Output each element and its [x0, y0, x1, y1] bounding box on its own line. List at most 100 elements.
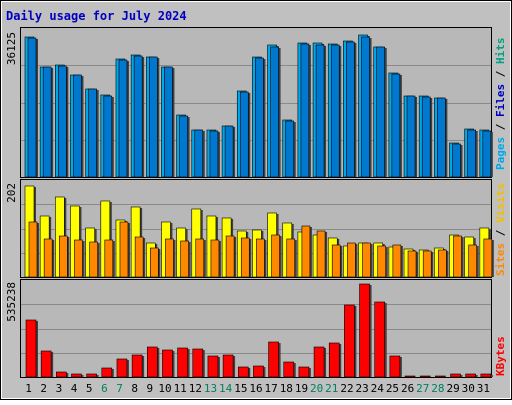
legend-pages: Pages	[494, 137, 507, 170]
x-tick-label-day-3: 3	[56, 382, 63, 395]
bar-sites-day-28	[438, 249, 447, 278]
bar-files-day-23	[361, 36, 370, 178]
bar-sites-day-20	[316, 230, 326, 278]
bar-files-day-4	[73, 74, 82, 178]
bar-files-day-25	[391, 73, 401, 178]
bar-files-day-7	[118, 59, 128, 178]
x-tick-label-day-2: 2	[40, 382, 47, 395]
x-tick-label-day-28: 28	[431, 382, 444, 395]
x-tick-label-day-15: 15	[234, 382, 247, 395]
bar-kbytes-day-1	[25, 319, 37, 378]
bar-kbytes-day-24	[374, 301, 386, 378]
bar-kbytes-day-27	[419, 375, 431, 378]
x-tick-label-day-8: 8	[131, 382, 138, 395]
bar-kbytes-day-14	[222, 354, 234, 378]
bar-files-day-26	[406, 95, 416, 178]
bar-files-day-17	[270, 46, 279, 178]
legend-files: Files	[494, 84, 507, 117]
bar-kbytes-day-20	[313, 346, 325, 378]
bar-files-day-12	[194, 129, 204, 178]
bar-files-day-1	[27, 37, 37, 178]
panel-kbytes-bg	[20, 279, 492, 378]
chart-title: Daily usage for July 2024	[6, 9, 187, 23]
bar-kbytes-day-18	[283, 361, 295, 378]
bar-sites-day-23	[362, 242, 371, 278]
bar-sites-day-6	[104, 239, 114, 278]
bar-kbytes-day-15	[237, 366, 249, 378]
bar-sites-day-24	[377, 245, 387, 278]
bar-files-day-13	[209, 130, 219, 178]
bar-files-day-10	[164, 66, 173, 178]
kbytes-max-label: 535238	[5, 282, 18, 322]
bar-sites-day-19	[301, 225, 311, 278]
x-tick-label-day-20: 20	[310, 382, 323, 395]
bar-sites-day-16	[256, 238, 265, 278]
legend-sites: Sites	[494, 243, 507, 276]
bar-kbytes-day-22	[344, 304, 355, 378]
bar-sites-day-29	[453, 235, 462, 278]
x-tick-label-day-31: 31	[477, 382, 490, 395]
legend-kbytes: KBytes	[494, 336, 507, 376]
bar-kbytes-day-8	[131, 354, 143, 378]
bar-files-day-8	[133, 55, 143, 178]
x-tick-label-day-25: 25	[386, 382, 399, 395]
bar-sites-day-11	[180, 240, 189, 278]
x-tick-label-day-29: 29	[446, 382, 459, 395]
frame-bevel-light	[1, 1, 511, 399]
x-tick-label-day-19: 19	[295, 382, 308, 395]
bar-kbytes-day-12	[192, 348, 204, 378]
bar-files-day-18	[285, 120, 295, 178]
bar-files-day-2	[42, 66, 52, 178]
bar-sites-day-27	[422, 250, 432, 278]
bar-kbytes-day-28	[435, 375, 446, 378]
bar-sites-day-17	[271, 234, 280, 278]
x-tick-label-day-1: 1	[25, 382, 32, 395]
x-tick-label-day-14: 14	[219, 382, 233, 395]
x-tick-label-day-10: 10	[158, 382, 171, 395]
bar-kbytes-day-3	[56, 371, 67, 378]
bar-files-day-3	[58, 65, 67, 178]
bar-kbytes-day-9	[146, 346, 158, 378]
bar-files-day-21	[330, 44, 340, 178]
bar-sites-day-8	[134, 236, 144, 278]
bar-kbytes-day-16	[253, 365, 264, 378]
bar-kbytes-day-31	[480, 373, 492, 378]
bar-sites-day-21	[331, 244, 341, 278]
bar-kbytes-day-6	[101, 367, 113, 378]
bar-kbytes-day-5	[86, 373, 97, 378]
legend-visits: Visits	[494, 183, 507, 223]
bar-files-day-27	[421, 96, 431, 178]
visits-max-label: 202	[5, 183, 18, 203]
bar-files-day-14	[224, 125, 234, 178]
bar-sites-day-13	[210, 239, 220, 278]
bar-files-day-15	[239, 91, 249, 178]
bar-kbytes-day-29	[450, 373, 461, 378]
bar-sites-day-31	[483, 238, 493, 278]
hits-max-label: 36125	[5, 32, 18, 65]
bar-sites-day-18	[286, 238, 296, 278]
bar-files-day-9	[148, 56, 158, 178]
bar-files-day-19	[300, 43, 310, 178]
bar-sites-day-30	[468, 244, 477, 278]
bar-kbytes-day-4	[71, 373, 82, 378]
bar-sites-day-3	[59, 235, 68, 278]
bar-kbytes-day-25	[389, 355, 401, 378]
bar-sites-day-9	[149, 247, 159, 278]
bar-kbytes-day-30	[465, 373, 476, 378]
bars-layer	[24, 34, 494, 378]
bar-kbytes-day-17	[268, 341, 279, 378]
bar-sites-day-4	[74, 239, 83, 278]
bar-sites-day-1	[28, 221, 38, 278]
kbytes-legend: KBytes	[494, 336, 507, 376]
bar-sites-day-12	[195, 238, 205, 278]
x-tick-label-day-18: 18	[280, 382, 293, 395]
bar-sites-day-22	[347, 242, 356, 278]
bar-files-day-30	[467, 129, 476, 178]
x-tick-label-day-17: 17	[265, 382, 278, 395]
bar-sites-day-25	[392, 244, 402, 278]
bar-files-day-29	[452, 143, 461, 178]
bar-sites-day-26	[407, 250, 417, 278]
bar-kbytes-day-2	[40, 350, 52, 378]
x-axis-labels: 1 2 3 4 5 6 7 8 9 10 11 12 13 14 15 16 17 18 19 20 21 22 23 24 2…	[25, 382, 490, 395]
